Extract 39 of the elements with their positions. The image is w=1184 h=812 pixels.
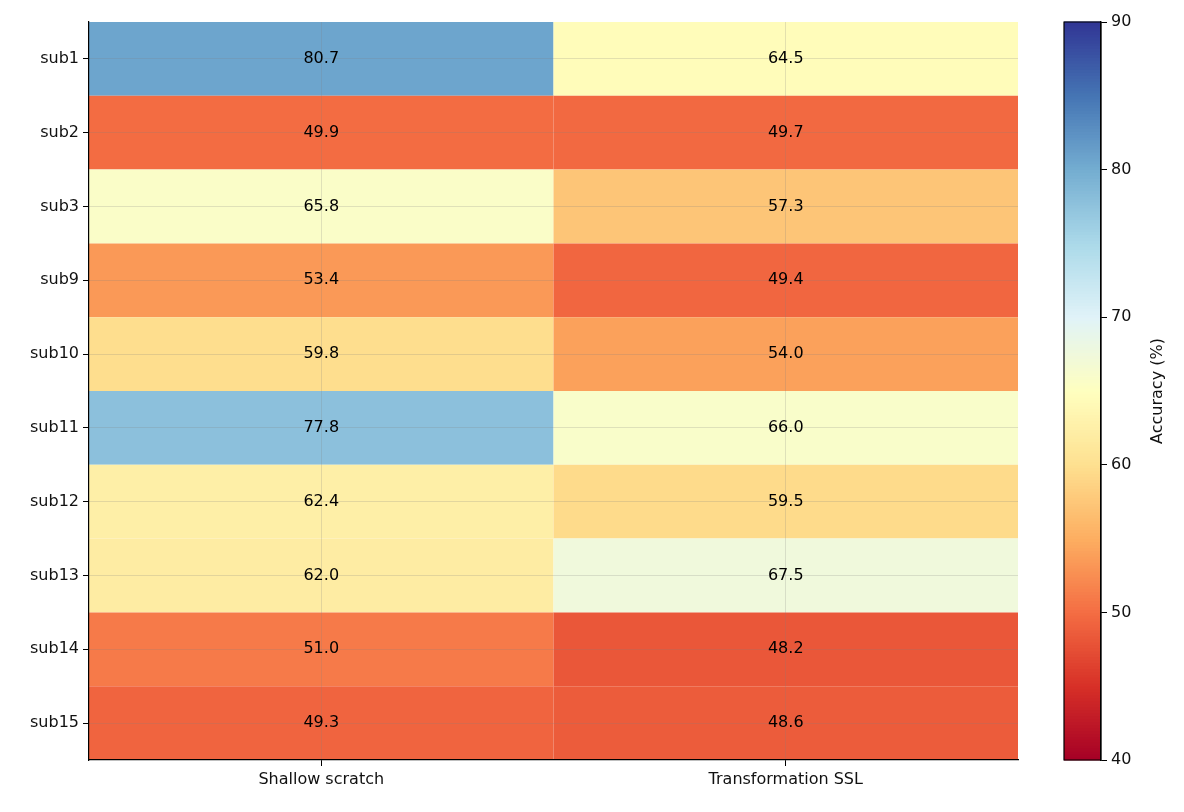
data-label: 51.0	[303, 638, 340, 658]
data-label: 49.7	[767, 121, 804, 141]
data-label: 65.8	[303, 195, 340, 215]
color-bar-label: 40	[1111, 749, 1132, 769]
y-tick-label: sub12	[30, 490, 79, 510]
y-tick-label: sub11	[30, 417, 79, 437]
data-label: 53.4	[303, 269, 340, 289]
data-label: 80.7	[303, 48, 340, 68]
data-label: 49.4	[767, 269, 804, 289]
data-label: 77.8	[303, 417, 340, 437]
y-tick-label: sub3	[40, 195, 79, 215]
data-label: 59.8	[303, 343, 340, 363]
y-tick-label: sub13	[30, 564, 79, 584]
color-bar-label: 80	[1111, 158, 1132, 178]
color-bar-label: 70	[1111, 306, 1132, 326]
data-label: 57.3	[767, 195, 804, 215]
color-bar-label: 60	[1111, 453, 1132, 473]
y-tick-label: sub15	[30, 712, 79, 732]
y-tick-label: sub2	[40, 121, 79, 141]
color-bar-label: 90	[1111, 11, 1132, 31]
x-tick-label: Shallow scratch	[258, 768, 385, 788]
color-bar-label: 50	[1111, 601, 1132, 621]
data-label: 59.5	[767, 490, 804, 510]
data-label: 62.4	[303, 490, 340, 510]
data-label: 62.0	[303, 564, 340, 584]
data-label: 64.5	[767, 48, 804, 68]
data-label: 66.0	[767, 417, 804, 437]
color-bar-title: Accuracy (%)	[1147, 338, 1167, 444]
data-label: 67.5	[767, 564, 804, 584]
data-label: 48.2	[767, 638, 804, 658]
data-label: 48.6	[767, 712, 804, 732]
y-tick-label: sub10	[30, 343, 79, 363]
data-label: 54.0	[767, 343, 804, 363]
data-label: 49.9	[303, 121, 340, 141]
y-tick-label: sub1	[40, 48, 79, 68]
x-tick-label: Transformation SSL	[707, 768, 864, 788]
y-tick-label: sub14	[30, 638, 79, 658]
data-label: 49.3	[303, 712, 340, 732]
y-tick-label: sub9	[40, 269, 79, 289]
